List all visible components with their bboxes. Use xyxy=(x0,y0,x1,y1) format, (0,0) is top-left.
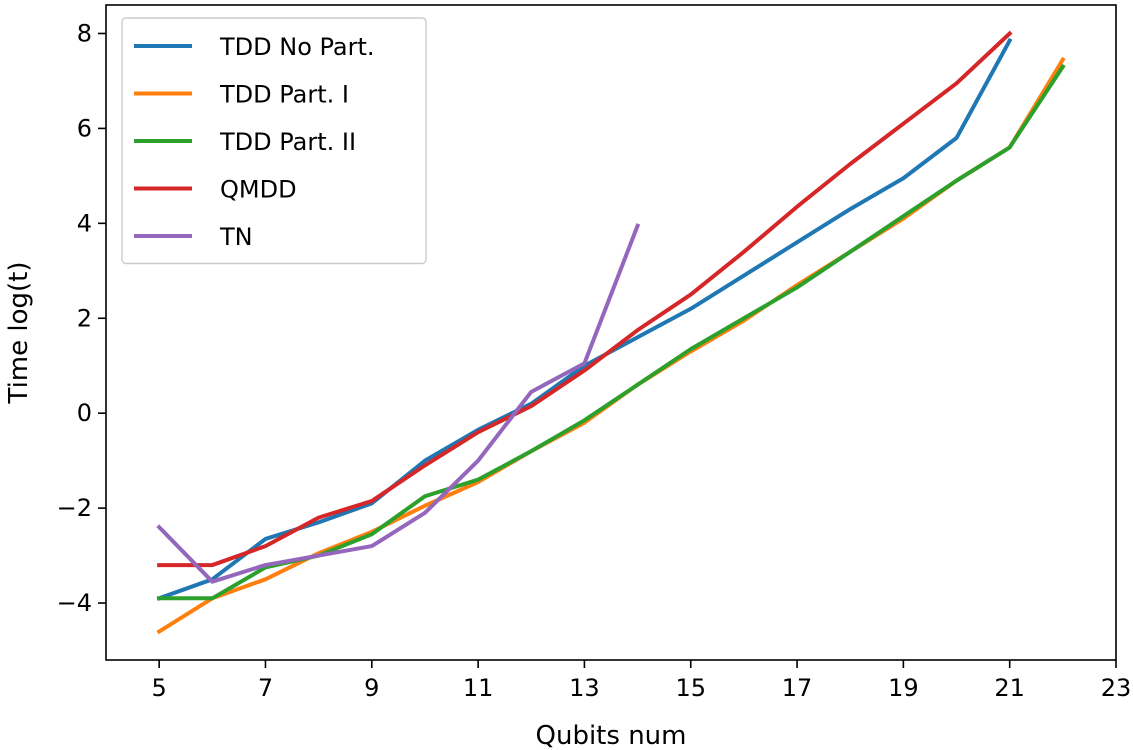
axes: 5 7 9 11 13 15 17 19 21 23 −4 −2 0 2 4 6 8 Qubits num Time… xyxy=(4,4,1132,750)
x-tick-label: 17 xyxy=(782,674,813,702)
y-tick-label: 0 xyxy=(77,399,92,427)
x-tick-label: 21 xyxy=(994,674,1025,702)
x-tick-label: 9 xyxy=(364,674,379,702)
axes-frame xyxy=(105,4,1117,661)
legend-label: QMDD xyxy=(220,176,297,204)
x-tick-label: 5 xyxy=(152,674,167,702)
x-tick-label: 19 xyxy=(888,674,919,702)
legend: TDD No Part. TDD Part. I TDD Part. II QMDD T… xyxy=(121,17,427,265)
legend-label: TDD No Part. xyxy=(219,33,375,61)
y-tick-label: −2 xyxy=(57,494,92,522)
x-tick-label: 15 xyxy=(675,674,706,702)
y-tick-label: 8 xyxy=(77,19,92,47)
series-line-4 xyxy=(156,223,641,584)
x-tick-label: 7 xyxy=(258,674,273,702)
y-tick-label: 6 xyxy=(77,114,92,142)
legend-box xyxy=(121,17,427,265)
legend-label: TN xyxy=(219,223,253,251)
x-tick-label: 13 xyxy=(569,674,600,702)
x-tick-label: 11 xyxy=(463,674,494,702)
y-tick-label: −4 xyxy=(57,589,92,617)
x-tick-label: 23 xyxy=(1101,674,1132,702)
x-axis-label: Qubits num xyxy=(536,721,687,750)
y-axis-label: Time log(t) xyxy=(4,261,34,404)
legend-label: TDD Part. I xyxy=(219,81,349,109)
series-line-3 xyxy=(157,30,1013,568)
y-tick-label: 2 xyxy=(77,304,92,332)
plot-area xyxy=(156,30,1066,635)
legend-label: TDD Part. II xyxy=(219,128,356,156)
y-tick-label: 4 xyxy=(77,209,92,237)
